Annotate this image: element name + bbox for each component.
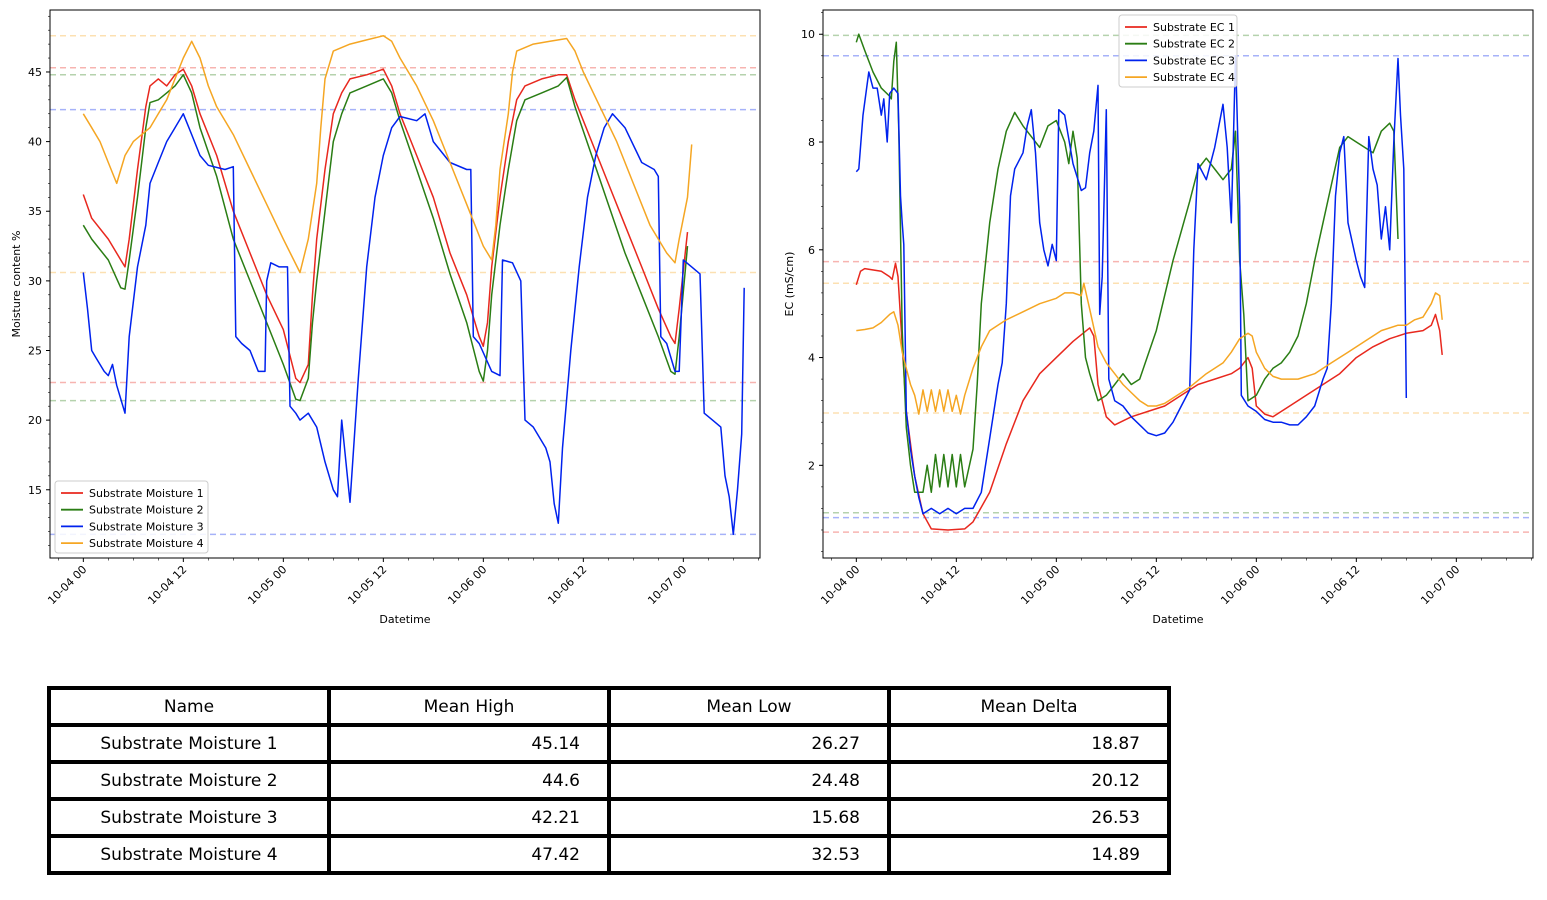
legend-label-3: Substrate EC 3 (1153, 54, 1235, 67)
charts-figure: 15 20 25 30 35 40 45 10-04 00 10-04 12 10-05 00 10… (10, 9, 1534, 626)
axes-frame (49, 9, 761, 559)
table-header-row: Name Mean High Mean Low Mean Delta (47, 686, 1171, 727)
y-tick-label: 35 (28, 205, 42, 218)
header-mean-delta: Mean Delta (887, 686, 1171, 727)
table-row: Substrate Moisture 3 42.21 15.68 26.53 (47, 797, 1171, 838)
legend-label-4: Substrate EC 4 (1153, 71, 1235, 84)
moisture-chart: 15 20 25 30 35 40 45 10-04 00 10-04 12 10-05 00 10… (10, 9, 761, 626)
x-tick-label: 10-04 00 (818, 563, 862, 607)
y-tick-label: 20 (28, 414, 42, 427)
series-line-4 (82, 35, 693, 274)
y-tick-label: 45 (28, 66, 42, 79)
legend-box (1118, 14, 1238, 88)
header-mean-high: Mean High (327, 686, 611, 727)
legend-box (54, 480, 209, 554)
series-line-1 (855, 262, 1443, 531)
legend: Substrate Moisture 1 Substrate Moisture 2… (54, 480, 209, 554)
cell-mean-low: 32.53 (607, 834, 891, 875)
table-row: Substrate Moisture 1 45.14 26.27 18.87 (47, 723, 1171, 764)
y-axis-label: Moisture content % (10, 231, 23, 338)
x-tick-label: 10-06 12 (545, 563, 589, 607)
cell-mean-high: 47.42 (327, 834, 611, 875)
cell-mean-low: 24.48 (607, 760, 891, 801)
y-tick-label: 10 (801, 28, 815, 41)
y-axis-label: EC (mS/cm) (783, 252, 796, 317)
x-tick-label: 10-04 12 (918, 563, 962, 607)
stats-table: Name Mean High Mean Low Mean Delta Subst… (47, 686, 1171, 875)
cell-mean-high: 42.21 (327, 797, 611, 838)
series-line-4 (856, 282, 1443, 415)
series-line-2 (855, 33, 1399, 494)
legend-label-1: Substrate EC 1 (1153, 21, 1235, 34)
header-mean-low: Mean Low (607, 686, 891, 727)
x-tick-label: 10-05 00 (1018, 563, 1062, 607)
x-tick-label: 10-06 00 (445, 563, 489, 607)
cell-mean-delta: 18.87 (887, 723, 1171, 764)
series-line-3 (82, 113, 745, 536)
x-tick-label: 10-04 12 (145, 563, 189, 607)
cell-name: Substrate Moisture 1 (47, 723, 331, 764)
axes-frame (822, 9, 1534, 559)
y-tick-label: 6 (808, 244, 815, 257)
series-line-1 (82, 68, 689, 384)
legend: Substrate EC 1 Substrate EC 2 Substrate EC… (1118, 14, 1238, 88)
cell-mean-high: 45.14 (327, 723, 611, 764)
y-tick-label: 2 (808, 459, 815, 472)
series-line-2 (82, 74, 689, 402)
y-tick-label: 25 (28, 344, 42, 357)
cell-mean-delta: 26.53 (887, 797, 1171, 838)
x-tick-label: 10-07 00 (645, 563, 689, 607)
y-tick-label: 4 (808, 352, 815, 365)
ec-chart: 2 4 6 8 10 10-04 00 10-04 12 10-05 00 10-05 12 10… (783, 9, 1534, 626)
x-tick-label: 10-05 12 (345, 563, 389, 607)
legend-label-3: Substrate Moisture 3 (89, 520, 204, 533)
cell-name: Substrate Moisture 2 (47, 760, 331, 801)
legend-label-4: Substrate Moisture 4 (89, 537, 204, 550)
x-tick-label: 10-04 00 (45, 563, 89, 607)
x-tick-label: 10-05 12 (1118, 563, 1162, 607)
x-tick-label: 10-06 12 (1318, 563, 1362, 607)
y-tick-label: 8 (808, 136, 815, 149)
cell-mean-high: 44.6 (327, 760, 611, 801)
table-row: Substrate Moisture 2 44.6 24.48 20.12 (47, 760, 1171, 801)
cell-mean-delta: 20.12 (887, 760, 1171, 801)
series-line-3 (855, 55, 1408, 515)
y-tick-label: 15 (28, 484, 42, 497)
x-tick-label: 10-06 00 (1218, 563, 1262, 607)
cell-name: Substrate Moisture 3 (47, 797, 331, 838)
x-axis-label: Datetime (379, 613, 430, 626)
y-tick-label: 40 (28, 136, 42, 149)
header-name: Name (47, 686, 331, 727)
cell-mean-low: 26.27 (607, 723, 891, 764)
cell-mean-delta: 14.89 (887, 834, 1171, 875)
legend-label-2: Substrate Moisture 2 (89, 504, 204, 517)
x-tick-label: 10-07 00 (1418, 563, 1462, 607)
x-tick-label: 10-05 00 (245, 563, 289, 607)
legend-label-2: Substrate EC 2 (1153, 38, 1235, 51)
y-tick-label: 30 (28, 275, 42, 288)
table-row: Substrate Moisture 4 47.42 32.53 14.89 (47, 834, 1171, 875)
cell-mean-low: 15.68 (607, 797, 891, 838)
legend-label-1: Substrate Moisture 1 (89, 487, 204, 500)
x-axis-label: Datetime (1152, 613, 1203, 626)
cell-name: Substrate Moisture 4 (47, 834, 331, 875)
